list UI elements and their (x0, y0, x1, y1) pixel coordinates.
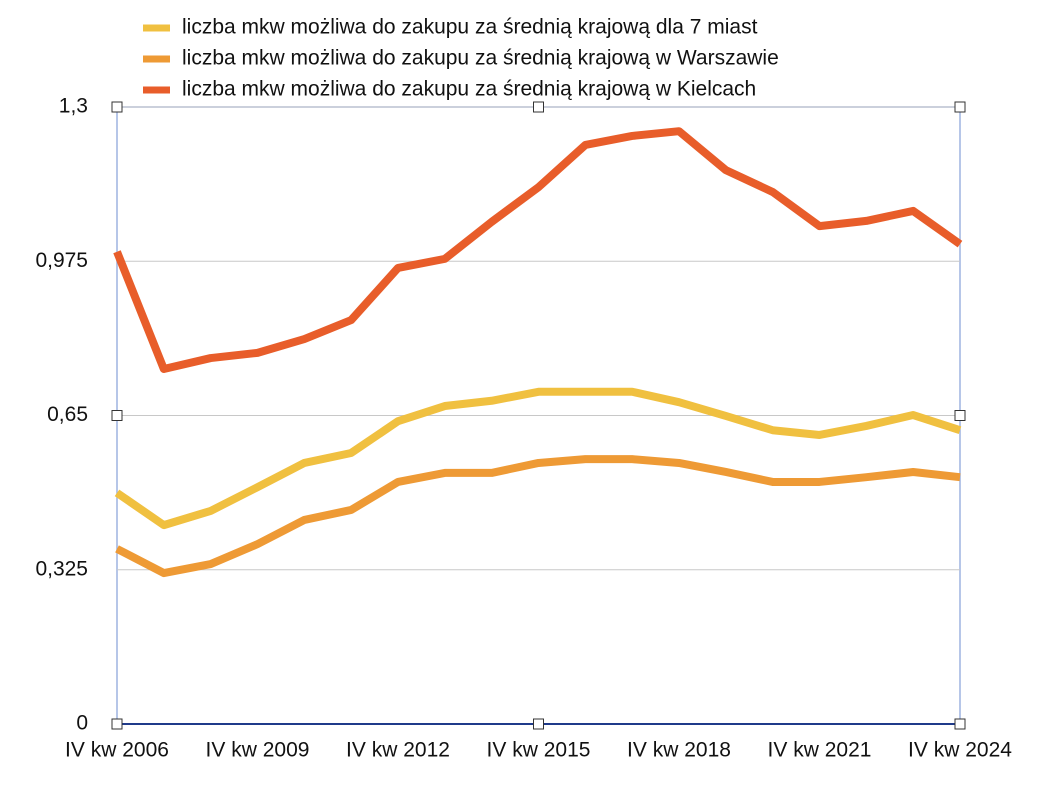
y-tick-label: 0 (76, 712, 88, 735)
selection-handle (533, 718, 544, 730)
y-tick-label: 0,975 (35, 249, 88, 272)
selection-handle (533, 101, 544, 113)
y-tick-label: 1,3 (59, 95, 88, 118)
x-tick-label: IV kw 2018 (627, 739, 731, 762)
selection-handle (954, 410, 966, 421)
x-tick-label: IV kw 2012 (346, 739, 450, 762)
selection-handle (111, 410, 123, 421)
x-tick-label: IV kw 2024 (908, 739, 1012, 762)
x-tick-label: IV kw 2021 (768, 739, 872, 762)
selection-handle (954, 718, 966, 730)
x-tick-label: IV kw 2006 (65, 739, 169, 762)
selection-handle (111, 101, 123, 113)
selection-handle (954, 101, 966, 113)
series-line (115, 455, 961, 578)
series-line (113, 127, 963, 373)
y-tick-label: 0,65 (47, 403, 88, 426)
legend-label: liczba mkw możliwa do zakupu za średnią … (182, 78, 756, 101)
legend-label: liczba mkw możliwa do zakupu za średnią … (182, 16, 758, 39)
selection-handle (111, 718, 123, 730)
y-tick-label: 0,325 (35, 557, 88, 580)
x-tick-label: IV kw 2015 (487, 739, 591, 762)
x-tick-label: IV kw 2009 (206, 739, 310, 762)
legend-label: liczba mkw możliwa do zakupu za średnią … (182, 47, 779, 70)
series-line (114, 387, 962, 530)
